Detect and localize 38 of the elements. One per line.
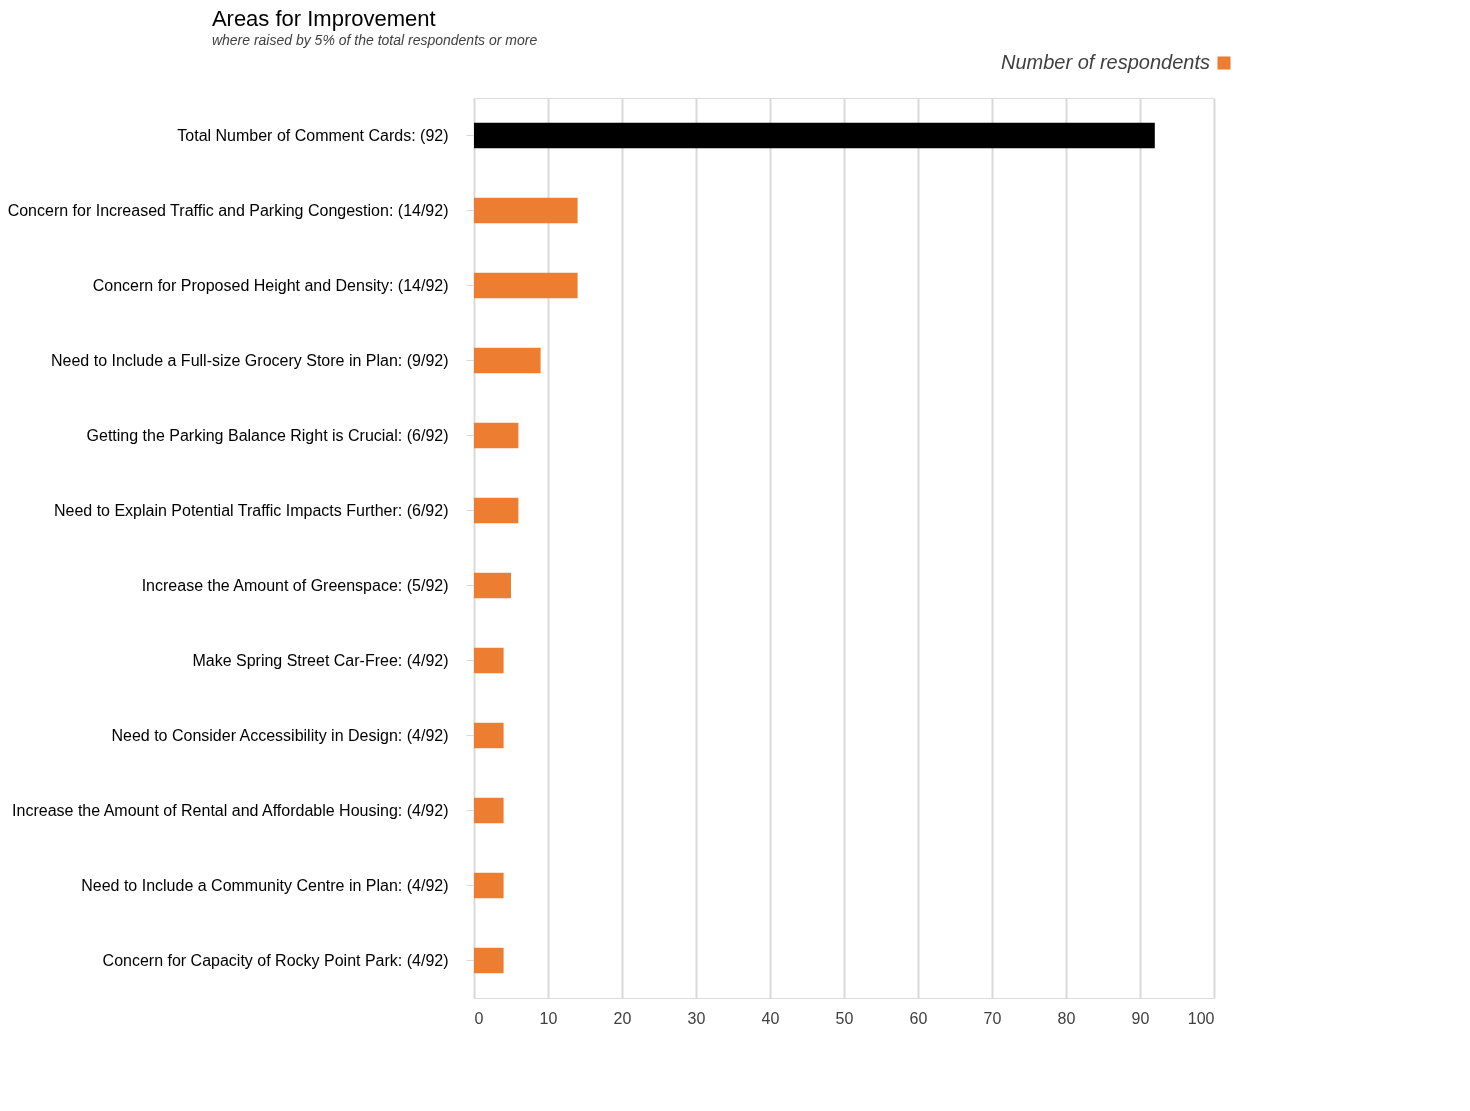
x-tick-label: 80 <box>1057 1009 1076 1027</box>
x-tick-label: 70 <box>983 1009 1002 1027</box>
bar <box>474 497 519 524</box>
bar <box>474 122 1155 149</box>
bar <box>474 947 504 974</box>
y-tick-label: Need to Consider Accessibility in Design: (4/92) <box>111 726 449 744</box>
x-tick-label: 0 <box>474 1009 484 1027</box>
x-tick-label: 20 <box>613 1009 632 1027</box>
y-tick-label: Need to Include a Community Centre in Plan: (4/92) <box>81 876 449 894</box>
chart-subtitle: where raised by 5% of the total respondents or more <box>211 32 538 48</box>
chart-title: Areas for Improvement <box>211 6 436 31</box>
x-tick-label: 100 <box>1187 1009 1215 1027</box>
bar <box>474 272 578 299</box>
y-tick-label: Total Number of Comment Cards: (92) <box>177 126 449 144</box>
y-tick-label: Increase the Amount of Rental and Affordable Housing: (4/92) <box>12 801 449 819</box>
y-tick-label: Getting the Parking Balance Right is Crucial: (6/92) <box>86 426 449 444</box>
bar <box>474 872 504 899</box>
x-tick-label: 30 <box>687 1009 706 1027</box>
bar <box>474 647 504 674</box>
y-tick-label: Concern for Proposed Height and Density: (14/92) <box>92 276 449 294</box>
y-tick-label: Concern for Capacity of Rocky Point Park: (4/92) <box>102 951 449 969</box>
bar <box>474 572 511 599</box>
y-tick-label: Need to Explain Potential Traffic Impacts Further: (6/92) <box>53 501 449 519</box>
y-tick-label: Make Spring Street Car-Free: (4/92) <box>192 651 449 669</box>
bar <box>474 197 578 224</box>
x-tick-label: 10 <box>539 1009 558 1027</box>
legend-label: Number of respondents <box>1000 51 1210 73</box>
bar <box>474 422 519 449</box>
x-tick-label: 40 <box>761 1009 780 1027</box>
bar <box>474 797 504 824</box>
y-tick-label: Concern for Increased Traffic and Parking Congestion: (14/92) <box>7 201 449 219</box>
bar <box>474 722 504 749</box>
bar <box>474 347 541 374</box>
x-tick-label: 90 <box>1131 1009 1150 1027</box>
x-tick-label: 60 <box>909 1009 928 1027</box>
y-tick-label: Need to Include a Full-size Grocery Store in Plan: (9/92) <box>50 351 449 369</box>
x-tick-label: 50 <box>835 1009 854 1027</box>
y-tick-label: Increase the Amount of Greenspace: (5/92) <box>141 576 449 594</box>
